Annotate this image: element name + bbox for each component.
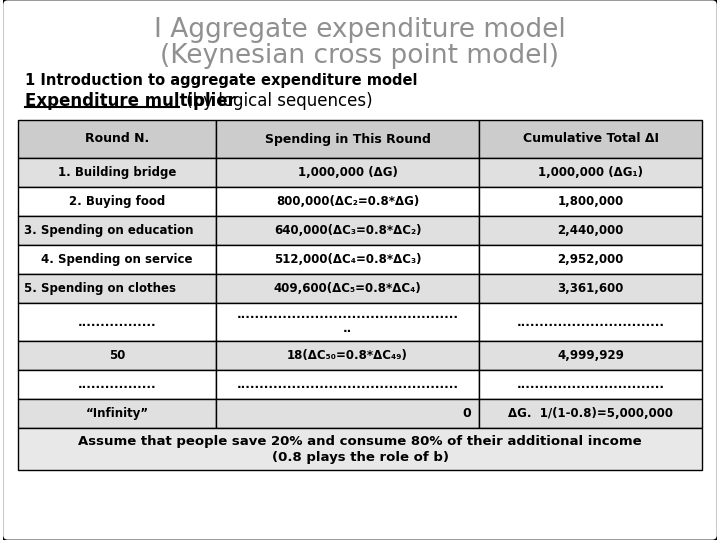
Text: Expenditure multiplier: Expenditure multiplier xyxy=(24,92,235,110)
Bar xyxy=(216,370,479,399)
Text: 50: 50 xyxy=(109,349,125,362)
Bar xyxy=(216,158,479,187)
Bar xyxy=(479,187,702,216)
Bar xyxy=(18,303,216,341)
Text: 3. Spending on education: 3. Spending on education xyxy=(24,224,193,237)
Text: 4. Spending on service: 4. Spending on service xyxy=(41,253,193,266)
Bar xyxy=(216,341,479,370)
Bar xyxy=(479,120,702,158)
Bar xyxy=(216,303,479,341)
Bar xyxy=(18,158,216,187)
Text: Assume that people save 20% and consume 80% of their additional income: Assume that people save 20% and consume … xyxy=(78,435,642,448)
Text: 1 Introduction to aggregate expenditure model: 1 Introduction to aggregate expenditure … xyxy=(24,72,417,87)
Bar xyxy=(216,399,479,428)
Bar xyxy=(18,341,216,370)
Bar xyxy=(18,245,216,274)
Bar xyxy=(216,274,479,303)
Text: 1. Building bridge: 1. Building bridge xyxy=(58,166,176,179)
Text: “Infinity”: “Infinity” xyxy=(86,407,148,420)
Text: ................................................: ........................................… xyxy=(237,308,459,321)
Bar xyxy=(18,216,216,245)
Text: 2,440,000: 2,440,000 xyxy=(557,224,624,237)
Text: 1,800,000: 1,800,000 xyxy=(557,195,624,208)
Text: ..: .. xyxy=(343,322,352,335)
Text: 3,361,600: 3,361,600 xyxy=(557,282,624,295)
Bar xyxy=(216,216,479,245)
Bar xyxy=(216,120,479,158)
Bar xyxy=(18,370,216,399)
Text: 0: 0 xyxy=(462,407,471,420)
Text: (0.8 plays the role of b): (0.8 plays the role of b) xyxy=(271,451,449,464)
Bar xyxy=(216,245,479,274)
Text: 18(ΔC₅₀=0.8*ΔC₄₉): 18(ΔC₅₀=0.8*ΔC₄₉) xyxy=(287,349,408,362)
Text: 512,000(ΔC₄=0.8*ΔC₃): 512,000(ΔC₄=0.8*ΔC₃) xyxy=(274,253,421,266)
Bar xyxy=(18,274,216,303)
Text: I Aggregate expenditure model: I Aggregate expenditure model xyxy=(154,17,566,43)
Bar xyxy=(18,428,702,470)
Text: 2. Buying food: 2. Buying food xyxy=(69,195,165,208)
Bar xyxy=(216,187,479,216)
Text: 409,600(ΔC₅=0.8*ΔC₄): 409,600(ΔC₅=0.8*ΔC₄) xyxy=(274,282,421,295)
Text: (by logical sequences): (by logical sequences) xyxy=(181,92,373,110)
Text: ΔG.  1/(1-0.8)=5,000,000: ΔG. 1/(1-0.8)=5,000,000 xyxy=(508,407,673,420)
Text: 2,952,000: 2,952,000 xyxy=(557,253,624,266)
Bar xyxy=(479,303,702,341)
Text: 1,000,000 (ΔG): 1,000,000 (ΔG) xyxy=(297,166,397,179)
Text: Round N.: Round N. xyxy=(85,132,149,145)
Text: 640,000(ΔC₃=0.8*ΔC₂): 640,000(ΔC₃=0.8*ΔC₂) xyxy=(274,224,421,237)
Text: .................: ................. xyxy=(78,315,156,328)
Bar xyxy=(479,216,702,245)
Bar xyxy=(479,274,702,303)
Text: Spending in This Round: Spending in This Round xyxy=(265,132,431,145)
Bar xyxy=(18,187,216,216)
Bar xyxy=(18,399,216,428)
Text: ................................................: ........................................… xyxy=(237,378,459,391)
Text: .................: ................. xyxy=(78,378,156,391)
Bar xyxy=(479,399,702,428)
Text: Cumulative Total ΔI: Cumulative Total ΔI xyxy=(523,132,659,145)
Text: 1,000,000 (ΔG₁): 1,000,000 (ΔG₁) xyxy=(538,166,643,179)
Bar xyxy=(479,341,702,370)
Bar xyxy=(479,370,702,399)
Text: 4,999,929: 4,999,929 xyxy=(557,349,624,362)
Text: (Keynesian cross point model): (Keynesian cross point model) xyxy=(161,43,559,69)
Bar xyxy=(479,245,702,274)
Bar xyxy=(479,158,702,187)
Bar xyxy=(18,120,216,158)
Text: 800,000(ΔC₂=0.8*ΔG): 800,000(ΔC₂=0.8*ΔG) xyxy=(276,195,419,208)
Text: ................................: ................................ xyxy=(517,315,665,328)
Text: ................................: ................................ xyxy=(517,378,665,391)
Text: 5. Spending on clothes: 5. Spending on clothes xyxy=(24,282,176,295)
